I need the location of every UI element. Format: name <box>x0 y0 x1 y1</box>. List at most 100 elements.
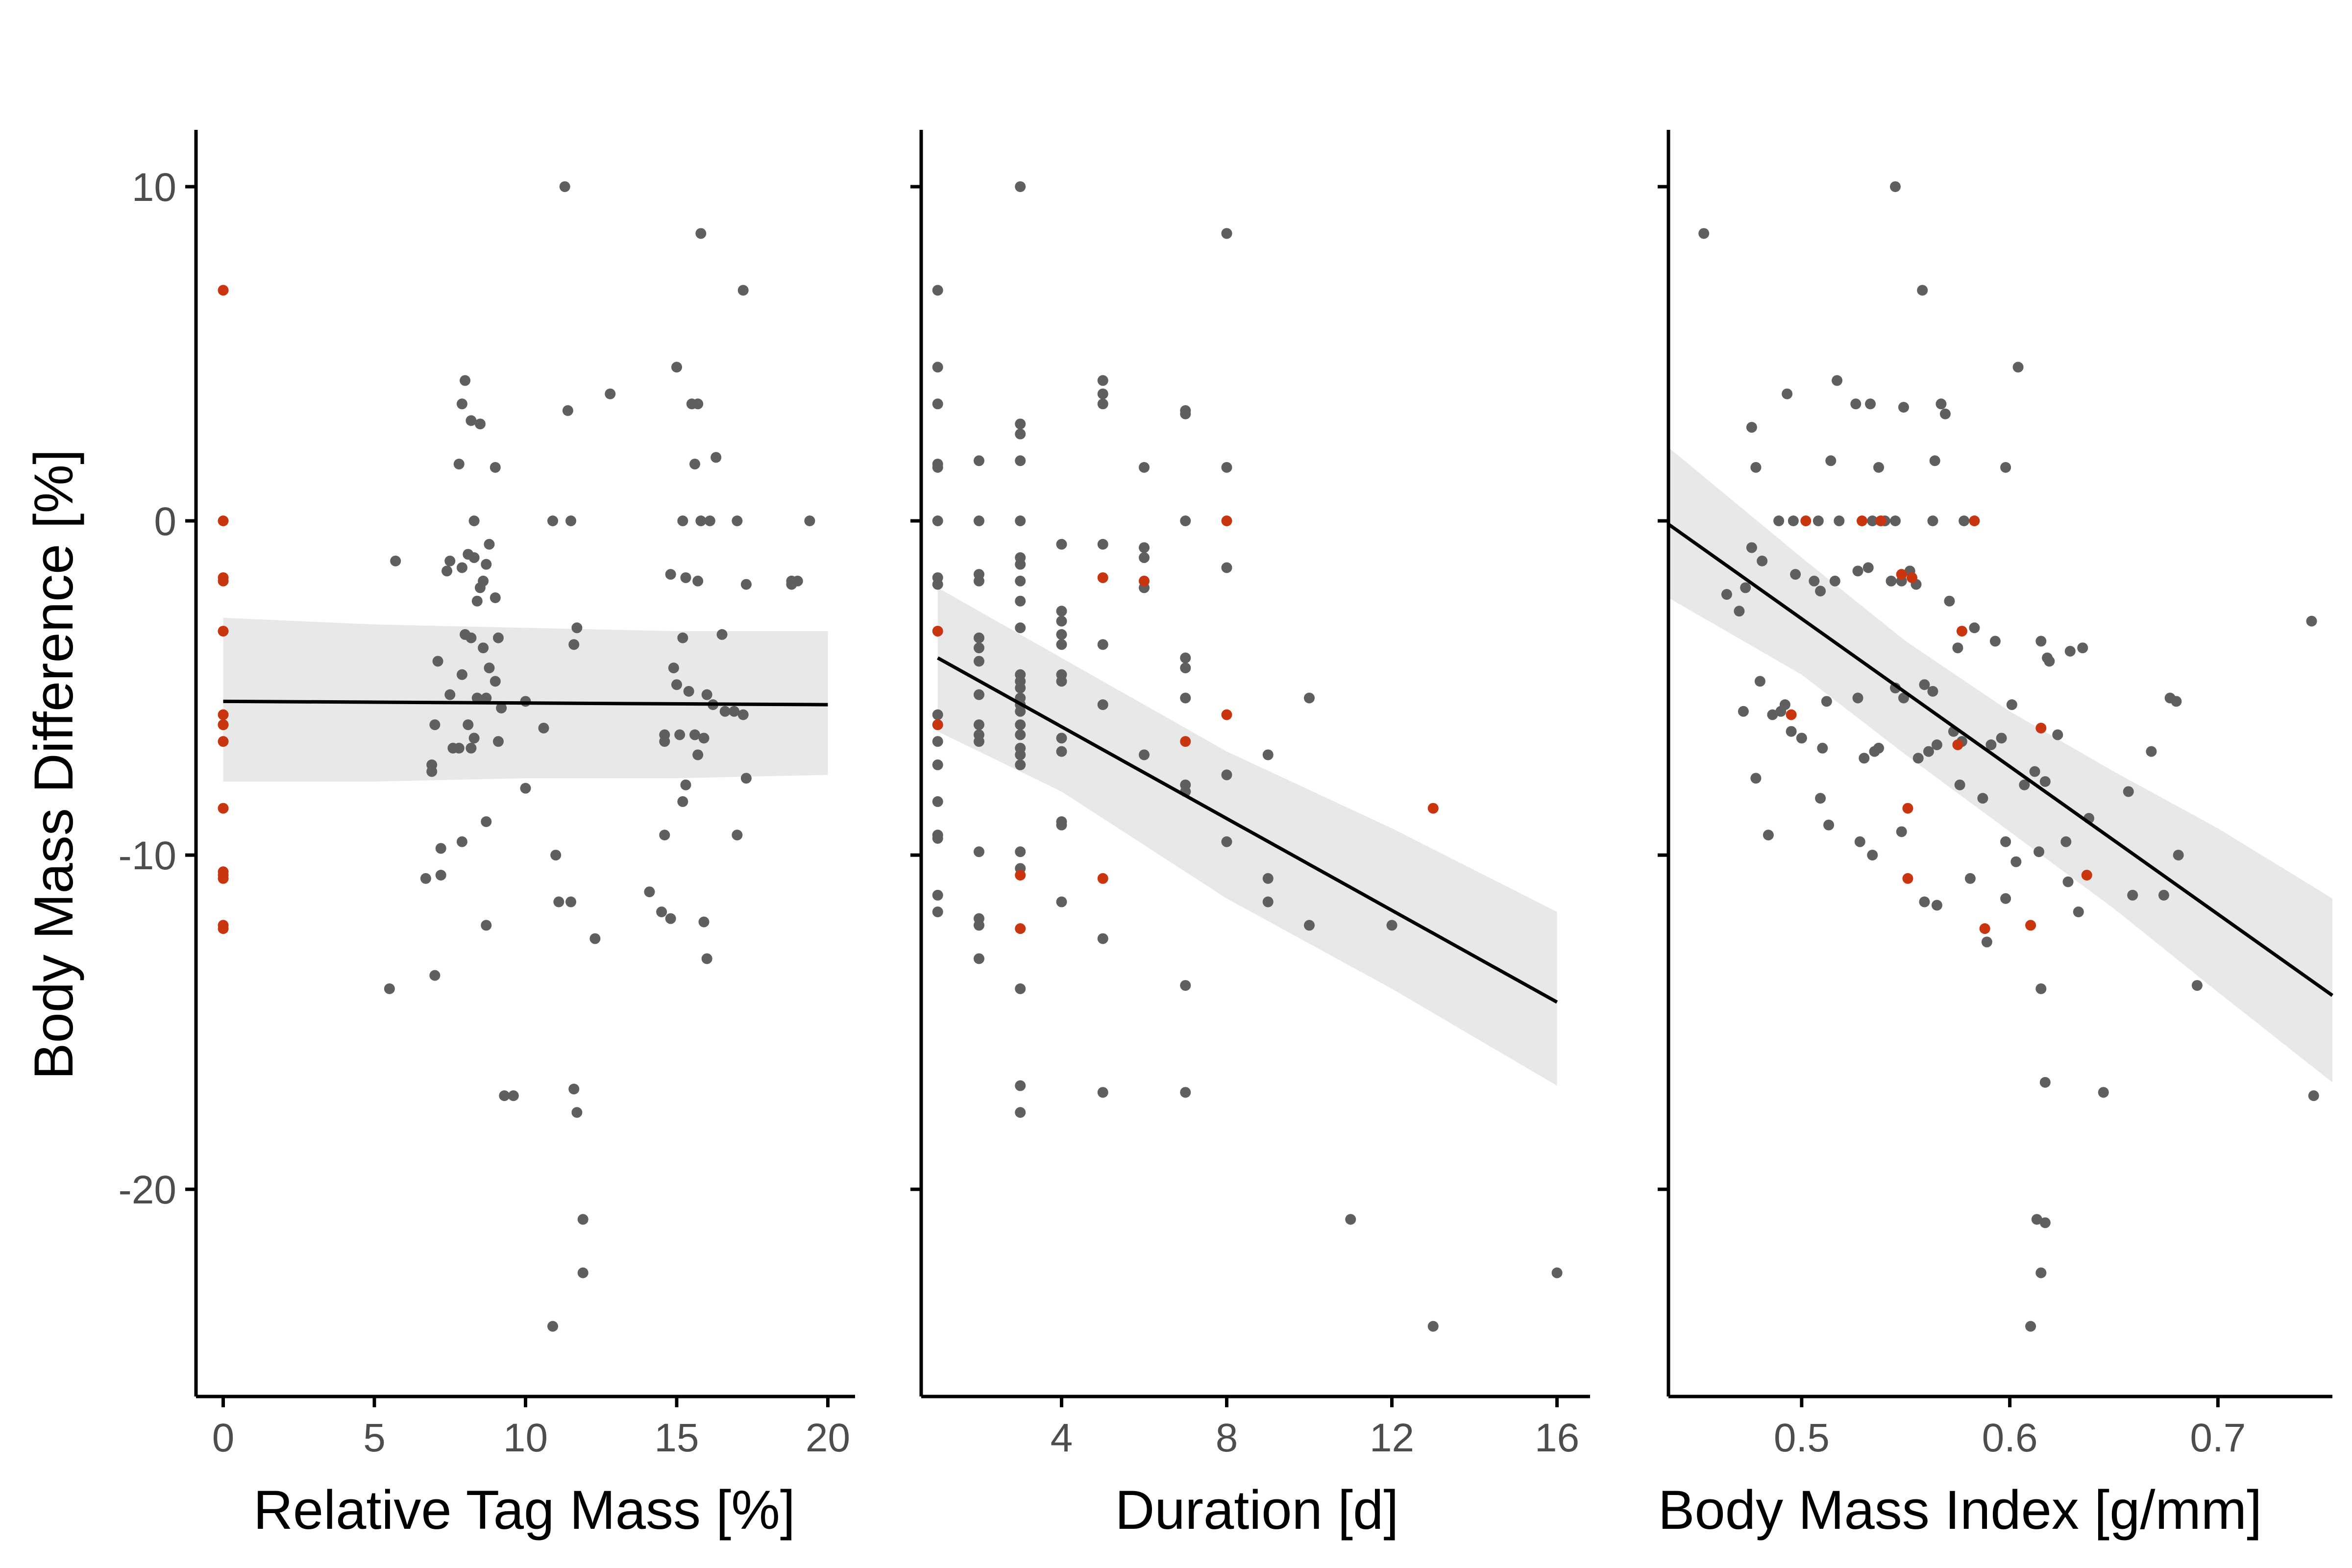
data-point <box>460 375 471 386</box>
data-point <box>1097 933 1108 944</box>
data-point <box>1817 742 1828 754</box>
highlighted-point <box>218 923 229 934</box>
data-point <box>1886 575 1897 587</box>
data-point <box>2042 652 2053 663</box>
data-point <box>1015 759 1026 770</box>
data-point <box>1304 920 1315 931</box>
data-point <box>659 830 670 841</box>
data-point <box>1931 739 1942 750</box>
highlighted-point <box>2035 722 2047 734</box>
data-point <box>481 920 492 931</box>
data-point <box>1779 699 1790 710</box>
data-point <box>2039 1077 2051 1088</box>
data-point <box>1912 753 1924 764</box>
data-point <box>1551 1267 1563 1278</box>
highlighted-point <box>218 575 229 587</box>
data-point <box>665 913 676 924</box>
highlighted-point <box>1800 515 1812 527</box>
highlighted-point <box>218 719 229 731</box>
data-point <box>484 662 495 674</box>
data-point <box>1790 569 1801 580</box>
data-point <box>1304 692 1315 704</box>
data-point <box>1754 676 1765 687</box>
data-point <box>429 719 441 731</box>
highlighted-point <box>1979 923 1990 934</box>
data-point <box>973 846 984 858</box>
data-point <box>559 181 570 192</box>
data-point <box>2158 889 2169 901</box>
highlighted-point <box>1015 869 1026 881</box>
highlighted-point <box>1097 572 1108 583</box>
highlighted-point <box>218 709 229 720</box>
data-point <box>490 676 501 687</box>
data-point <box>456 836 467 847</box>
data-point <box>1015 1080 1026 1091</box>
data-point <box>1850 398 1862 410</box>
data-point <box>466 632 477 643</box>
data-point <box>680 572 691 583</box>
data-point <box>671 362 682 373</box>
data-point <box>1944 595 1955 607</box>
data-point <box>698 916 710 928</box>
data-point <box>1262 873 1274 884</box>
data-point <box>683 686 694 697</box>
data-point <box>1931 900 1942 911</box>
data-point <box>444 555 456 566</box>
data-point <box>1386 920 1397 931</box>
data-point <box>677 515 688 527</box>
data-point <box>1757 555 1768 566</box>
data-point <box>1097 398 1108 410</box>
y-axis-title: Body Mass Difference [%] <box>23 449 84 1079</box>
data-point <box>492 632 504 643</box>
panel-relative-tag-mass: 10 0 -10 -20 0 5 10 15 20 <box>118 130 855 1460</box>
data-point <box>1929 455 1940 466</box>
data-point <box>692 575 704 587</box>
data-point <box>1015 846 1026 858</box>
data-point <box>1815 793 1826 804</box>
x-tick-label: 4 <box>1051 1416 1073 1460</box>
data-point <box>426 766 438 777</box>
data-point <box>2306 615 2317 627</box>
data-point <box>2173 850 2184 861</box>
confidence-band <box>1668 447 2332 1082</box>
data-point <box>547 1321 559 1332</box>
data-point <box>932 889 943 901</box>
data-point <box>1015 622 1026 634</box>
data-point <box>1873 462 1885 473</box>
data-point <box>1862 562 1874 573</box>
data-point <box>441 565 453 577</box>
data-point <box>1139 552 1150 564</box>
data-point <box>466 742 477 754</box>
data-point <box>2012 362 2024 373</box>
data-point <box>656 906 667 918</box>
data-point <box>481 692 492 704</box>
data-point <box>1015 428 1026 440</box>
data-point <box>453 742 465 754</box>
data-point <box>466 415 477 426</box>
data-point <box>1927 686 1938 697</box>
data-point <box>478 642 489 654</box>
data-point <box>1097 1087 1108 1098</box>
data-point <box>1867 515 1878 527</box>
x-axis-title-relative-tag-mass: Relative Tag Mass [%] <box>253 1479 795 1541</box>
data-point <box>2035 636 2047 647</box>
regression-line <box>1667 522 2334 997</box>
data-point <box>1821 696 1832 707</box>
regression-line <box>223 699 828 707</box>
data-point <box>1898 402 1909 413</box>
data-point <box>2000 836 2011 847</box>
data-point <box>490 592 501 603</box>
data-point <box>716 629 728 640</box>
data-point <box>1952 642 1963 654</box>
highlighted-point <box>1221 709 1232 720</box>
data-point <box>1056 819 1067 831</box>
highlighted-point <box>1906 572 1917 583</box>
data-point <box>695 515 707 527</box>
data-point <box>704 515 715 527</box>
highlighted-point <box>932 626 943 637</box>
data-point <box>481 559 492 570</box>
data-point <box>456 398 467 410</box>
highlighted-point <box>218 803 229 814</box>
data-point <box>2191 980 2203 991</box>
